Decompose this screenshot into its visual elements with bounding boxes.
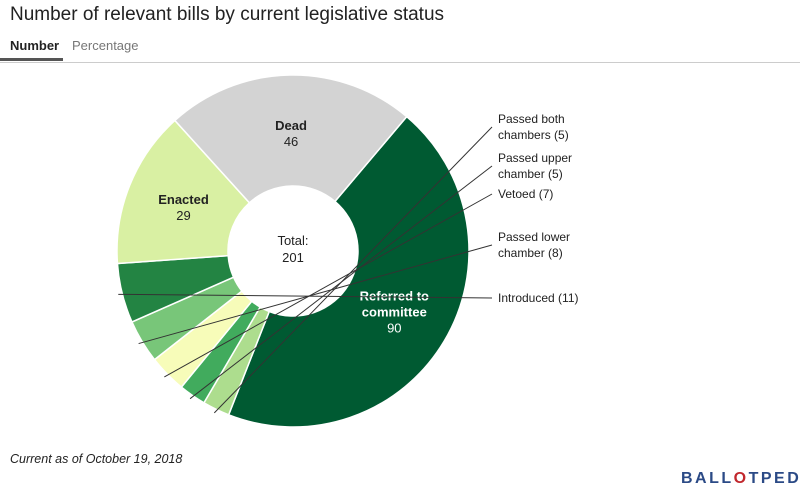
slice-label-passed-upper-chamber: Passed upper bbox=[498, 151, 572, 165]
slice-value-dead: 46 bbox=[284, 134, 298, 149]
leader-line-vetoed bbox=[164, 193, 493, 378]
slice-value-referred-to-committee: 90 bbox=[387, 321, 401, 336]
logo-text-part3: TPEDIA bbox=[748, 470, 800, 487]
logo-text-part2: O bbox=[733, 470, 749, 487]
slice-value-enacted: 29 bbox=[176, 208, 190, 223]
slice-label-dead: Dead bbox=[275, 118, 307, 133]
tab-bar: Number Percentage bbox=[0, 36, 800, 63]
center-total-label: Total: bbox=[277, 233, 308, 248]
slice-label-referred-to-committee: committee bbox=[362, 305, 427, 320]
tab-number[interactable]: Number bbox=[10, 38, 60, 53]
leader-line-passed-lower-chamber bbox=[138, 244, 493, 345]
slice-label-passed-both-chambers: chambers (5) bbox=[498, 128, 569, 142]
slice-label-vetoed: Vetoed (7) bbox=[498, 187, 553, 201]
footnote: Current as of October 19, 2018 bbox=[10, 452, 183, 466]
slice-label-passed-lower-chamber: Passed lower bbox=[498, 230, 570, 244]
active-tab-indicator bbox=[0, 58, 63, 61]
slice-label-enacted: Enacted bbox=[158, 192, 209, 207]
slice-label-referred-to-committee: Referred to bbox=[360, 289, 429, 304]
tab-percentage[interactable]: Percentage bbox=[72, 38, 139, 53]
center-total-value: 201 bbox=[282, 250, 304, 265]
leader-line-introduced bbox=[118, 293, 493, 299]
logo-text-part1: BALL bbox=[681, 470, 734, 487]
slice-enacted bbox=[116, 119, 251, 265]
slice-label-passed-upper-chamber: chamber (5) bbox=[498, 167, 563, 181]
slice-label-passed-lower-chamber: chamber (8) bbox=[498, 246, 563, 260]
chart-title: Number of relevant bills by current legi… bbox=[10, 4, 445, 25]
leader-line-passed-both-chambers bbox=[213, 126, 493, 414]
slice-label-introduced: Introduced (11) bbox=[498, 291, 579, 305]
slice-label-passed-both-chambers: Passed both bbox=[498, 112, 565, 126]
slice-dead bbox=[173, 74, 408, 204]
ballotpedia-logo: BALLOTPEDIA bbox=[681, 470, 800, 488]
leader-line-passed-upper-chamber bbox=[189, 165, 493, 400]
